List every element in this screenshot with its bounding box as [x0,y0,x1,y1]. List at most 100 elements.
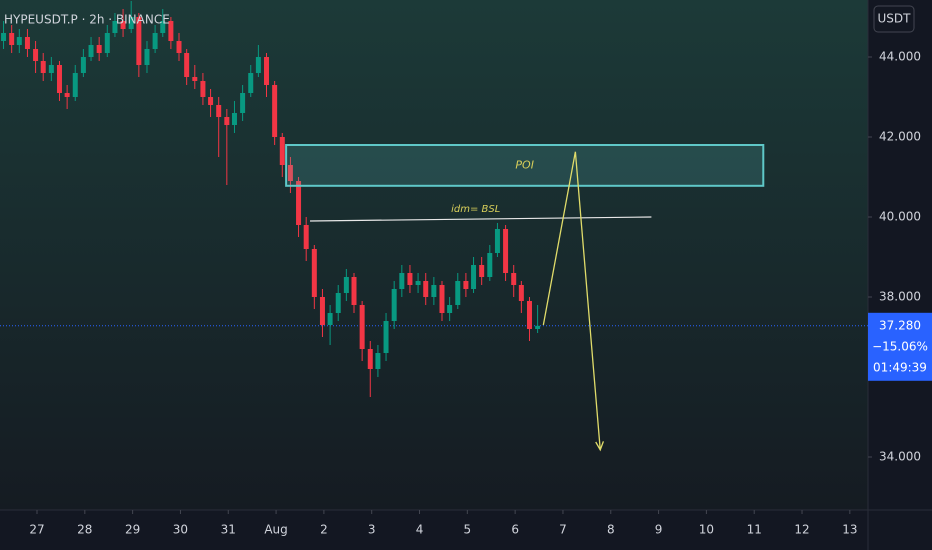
poi-zone [285,144,765,187]
candle-body [152,33,158,49]
candle-body [487,253,493,277]
candle-body [192,77,198,81]
candle-body [471,265,477,289]
candle-body [431,285,437,297]
candle-body [455,281,461,305]
candle-body [33,49,39,61]
currency-label: USDT [878,12,912,26]
price-tag [868,312,932,381]
candle-body [9,33,15,45]
chart-title: HYPEUSDT.P · 2h · BINANCE [4,13,170,27]
candle-body [144,49,150,65]
candle-body [96,45,102,53]
plot-background [0,0,868,510]
x-tick-label: 31 [221,523,236,537]
x-tick-label: 6 [511,523,519,537]
candle-body [367,349,373,369]
candle-body [120,21,126,29]
x-tick-label: 13 [842,523,857,537]
x-tick-label: 29 [125,523,140,537]
candle-body [503,229,509,273]
x-tick-label: 10 [699,523,714,537]
price-tag-countdown: 01:49:39 [873,360,927,374]
candle-body [240,93,246,113]
candle-body [319,297,325,325]
y-tick-label: 42.000 [879,130,921,144]
bsl-label: idm= BSL [451,204,500,215]
candle-body [407,273,413,285]
candle-body [511,273,517,285]
y-tick-label: 34.000 [879,450,921,464]
candle-body [279,137,285,165]
price-tag-value: 37.280 [879,318,921,332]
candle-body [375,353,381,369]
candle-body [255,57,261,73]
candle-body [72,73,78,97]
candle-body [423,281,429,297]
y-tick-label: 40.000 [879,210,921,224]
x-tick-label: 2 [320,523,328,537]
candle-body [391,289,397,321]
candle-body [1,33,7,41]
candle-body [80,57,86,73]
candle-body [56,65,62,93]
x-tick-label: 11 [747,523,762,537]
candle-body [535,325,541,329]
candle-body [184,53,190,77]
x-tick-label: 3 [368,523,376,537]
candle-body [176,41,182,53]
candle-body [40,61,46,73]
x-tick-label: 30 [173,523,188,537]
candle-body [311,249,317,297]
candle-body [264,57,270,85]
x-tick-label: Aug [264,523,287,537]
candle-body [335,293,341,313]
candle-body [399,273,405,289]
x-tick-label: 8 [607,523,615,537]
candle-body [136,17,142,65]
candle-body [216,105,222,117]
candle-body [351,277,357,305]
candle-body [208,97,214,105]
candle-body [296,181,302,225]
candle-body [494,229,500,253]
x-tick-label: 12 [794,523,809,537]
candle-body [287,165,293,181]
candle-body [64,93,70,97]
candle-body [272,85,278,137]
price-tag-change: −15.06% [872,339,928,353]
poi-label: POI [515,158,534,171]
currency-box [873,5,915,33]
candle-body [479,265,485,277]
candle-body [231,113,237,125]
candle-body [224,117,230,125]
candle-body [343,277,349,293]
candle-body [383,321,389,353]
candle-body [168,21,174,41]
bsl-line [310,216,652,222]
candle-body [160,21,166,33]
candle-body [104,33,110,53]
candle-body [463,281,469,289]
x-tick-label: 28 [77,523,92,537]
candle-body [24,37,30,49]
candle-body [447,305,453,313]
candle-body [48,65,54,73]
candle-body [128,17,134,29]
x-tick-label: 4 [416,523,424,537]
candle-body [327,313,333,325]
candle-body [16,37,22,45]
candle-body [359,305,365,349]
projection-path [542,151,601,450]
y-tick-label: 38.000 [879,290,921,304]
time-axis-panel [0,510,868,550]
candle-body [248,73,254,93]
candle-body [526,301,532,329]
x-tick-label: 27 [29,523,44,537]
projection-arrowhead [595,441,605,452]
candle-body [439,285,445,313]
candle-body [88,45,94,57]
candle-body [200,81,206,97]
candle-body [415,281,421,285]
